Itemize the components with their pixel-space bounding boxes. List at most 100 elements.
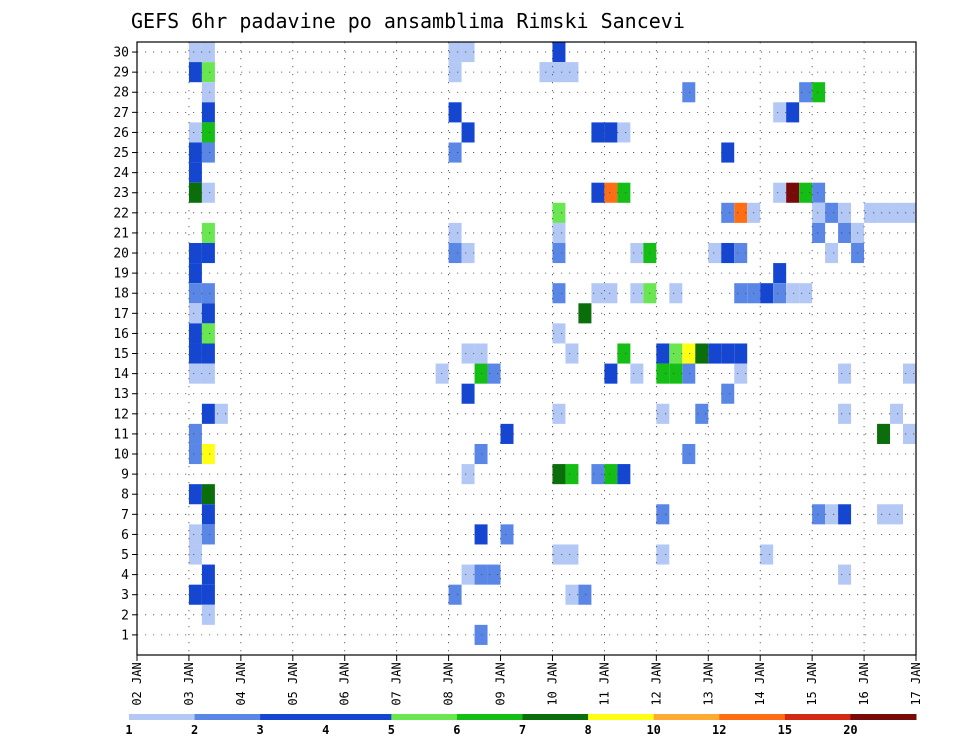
heatmap-cell (812, 202, 826, 223)
heatmap-cell (604, 283, 618, 304)
heatmap-cell (188, 62, 202, 83)
colorbar-label: 15 (778, 723, 792, 737)
heatmap-cell (188, 484, 202, 505)
x-tick-label: 13 JAN (701, 662, 715, 705)
heatmap-cell (565, 62, 579, 83)
heatmap-cell (838, 564, 852, 585)
colorbar-label: 8 (584, 723, 591, 737)
heatmap-cell (552, 42, 566, 63)
heatmap-cell (799, 283, 813, 304)
heatmap-cell (201, 323, 215, 344)
heatmap-cell (903, 363, 916, 384)
heatmap-cell (201, 82, 215, 103)
heatmap-cell (461, 242, 475, 264)
colorbar-label: 1 (125, 723, 132, 737)
heatmap-cell (617, 464, 631, 485)
heatmap-cell (500, 423, 514, 444)
heatmap-cell (604, 122, 618, 143)
heatmap-cell (838, 504, 852, 525)
x-tick-label: 10 JAN (545, 662, 559, 705)
heatmap-cell (656, 504, 670, 525)
heatmap-cell (201, 584, 215, 605)
heatmap-cell (682, 443, 696, 465)
heatmap-cell (201, 343, 215, 364)
heatmap-cell (448, 62, 462, 83)
heatmap-cell (552, 202, 566, 223)
heatmap-cell (630, 363, 644, 384)
heatmap-cell (591, 122, 605, 143)
x-tick-label: 15 JAN (805, 662, 819, 705)
y-tick-label: 17 (113, 307, 129, 322)
heatmap-cell (903, 423, 916, 444)
heatmap-cell (591, 182, 605, 203)
heatmap-cell (552, 283, 566, 304)
colorbar-label: 10 (646, 723, 660, 737)
heatmap-cell (201, 604, 215, 625)
y-tick-label: 16 (113, 327, 129, 342)
heatmap-cell (578, 584, 592, 605)
heatmap-cell (721, 142, 735, 163)
heatmap-cell (656, 343, 670, 364)
x-tick-label: 11 JAN (597, 662, 611, 705)
heatmap-cell (552, 242, 566, 264)
heatmap-cell (786, 182, 800, 203)
heatmap-cell (188, 544, 202, 565)
heatmap-cell (201, 122, 215, 143)
heatmap-cell (734, 202, 748, 223)
heatmap-cell (604, 363, 618, 384)
heatmap-cell (201, 504, 215, 525)
heatmap-cell (188, 363, 202, 384)
x-tick-label: 12 JAN (649, 662, 663, 705)
y-tick-label: 13 (113, 387, 129, 402)
heatmap-cell (552, 62, 566, 83)
colorbar-segment (588, 714, 655, 720)
colorbar-label: 6 (453, 723, 460, 737)
y-tick-label: 2 (121, 608, 129, 623)
heatmap-cell (786, 102, 800, 123)
heatmap-cell (721, 343, 735, 364)
heatmap-cell (786, 283, 800, 304)
y-tick-label: 6 (121, 528, 129, 543)
y-tick-label: 4 (121, 568, 129, 583)
heatmap-cell (773, 263, 787, 284)
heatmap-cell (461, 383, 475, 404)
heatmap-cell (188, 242, 202, 264)
heatmap-cell (201, 564, 215, 585)
heatmap-cell (812, 504, 826, 525)
heatmap-cell (201, 443, 215, 465)
heatmap-cell (461, 122, 475, 143)
heatmap-cell (617, 343, 631, 364)
heatmap-cell (188, 263, 202, 284)
heatmap-cell (201, 363, 215, 384)
heatmap-cell (552, 222, 566, 243)
y-tick-label: 28 (113, 86, 129, 101)
heatmap-cells (188, 42, 916, 645)
heatmap-cell (838, 202, 852, 223)
heatmap-cell (552, 403, 566, 424)
y-tick-label: 15 (113, 347, 129, 362)
heatmap-cell (773, 102, 787, 123)
heatmap-cell (565, 464, 579, 485)
colorbar-label: 20 (843, 723, 857, 737)
colorbar-label: 7 (519, 723, 526, 737)
x-tick-label: 14 JAN (753, 662, 767, 705)
heatmap-cell (812, 182, 826, 203)
heatmap-cell (188, 443, 202, 465)
x-tick-label: 07 JAN (390, 662, 404, 705)
colorbar-segment (784, 714, 851, 720)
colorbar-segment (325, 714, 392, 720)
y-tick-label: 11 (113, 427, 129, 442)
heatmap-cell (487, 564, 501, 585)
heatmap-cell (825, 242, 839, 264)
heatmap-cell (552, 544, 566, 565)
heatmap-cell (825, 504, 839, 525)
heatmap-cell (864, 202, 878, 223)
heatmap-cell (188, 524, 202, 545)
x-tick-label: 03 JAN (182, 662, 196, 705)
heatmap-cell (760, 283, 774, 304)
heatmap-cell (448, 222, 462, 243)
y-tick-label: 22 (113, 206, 129, 221)
heatmap-cell (630, 283, 644, 304)
heatmap-cell (669, 363, 683, 384)
x-tick-label: 05 JAN (286, 662, 300, 705)
